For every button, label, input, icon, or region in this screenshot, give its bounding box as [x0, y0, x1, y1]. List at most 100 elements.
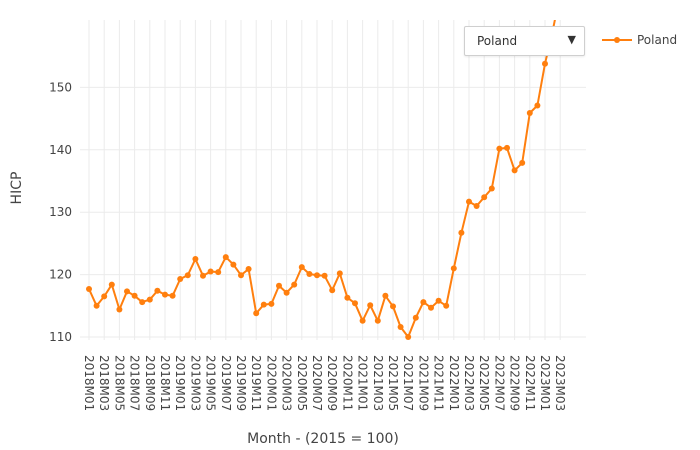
data-point[interactable]	[481, 194, 488, 201]
data-point[interactable]	[450, 265, 457, 272]
x-tick-label: 2021M11	[432, 355, 446, 411]
data-point[interactable]	[146, 296, 153, 303]
data-point[interactable]	[496, 145, 503, 152]
data-point[interactable]	[374, 317, 381, 324]
x-tick-label: 2018M11	[158, 355, 172, 411]
data-point[interactable]	[184, 272, 191, 279]
data-point[interactable]	[108, 281, 115, 288]
data-point[interactable]	[473, 203, 480, 209]
data-point[interactable]	[86, 286, 92, 292]
data-point[interactable]	[200, 272, 206, 279]
data-point[interactable]	[139, 299, 146, 306]
data-point[interactable]	[268, 300, 275, 307]
x-tick-label: 2019M09	[234, 355, 248, 411]
x-tick-label: 2022M11	[523, 355, 537, 411]
data-point[interactable]	[435, 297, 442, 304]
data-point[interactable]	[291, 281, 298, 288]
x-tick-labels: 2018M01 2018M03 2018M05 2018M07 2018M09 2018M…	[82, 355, 567, 411]
y-tick-labels: 110 120 130 140 150	[49, 80, 72, 344]
x-tick-label: 2023M03	[553, 355, 567, 411]
data-point[interactable]	[534, 102, 541, 109]
data-point[interactable]	[230, 261, 237, 268]
data-point[interactable]	[443, 302, 450, 309]
x-tick-label: 2019M11	[249, 355, 263, 411]
data-point[interactable]	[131, 292, 138, 299]
data-point[interactable]	[420, 299, 427, 306]
data-point[interactable]	[397, 324, 404, 330]
x-tick-label: 2022M05	[477, 355, 491, 411]
data-point[interactable]	[177, 276, 184, 282]
data-point[interactable]	[344, 294, 351, 301]
x-gridlines	[88, 20, 561, 340]
data-point[interactable]	[405, 334, 412, 340]
data-point[interactable]	[116, 306, 123, 313]
data-point[interactable]	[245, 266, 252, 272]
data-point[interactable]	[352, 300, 358, 307]
y-tick-label: 130	[49, 205, 72, 219]
legend-entry-poland: Poland	[637, 33, 677, 47]
y-tick-label: 120	[49, 268, 72, 282]
dropdown-selected-value: Poland	[477, 34, 518, 48]
x-tick-label: 2018M03	[97, 355, 111, 411]
y-tick-label: 150	[49, 80, 72, 94]
x-tick-label: 2022M09	[508, 355, 522, 411]
data-point[interactable]	[283, 289, 290, 296]
data-point[interactable]	[466, 198, 472, 205]
data-point[interactable]	[367, 302, 374, 309]
data-point[interactable]	[93, 302, 100, 309]
data-point[interactable]	[359, 317, 366, 324]
data-point[interactable]	[253, 310, 260, 317]
x-tick-label: 2020M05	[295, 355, 309, 411]
data-point[interactable]	[488, 185, 495, 192]
data-point[interactable]	[215, 269, 222, 276]
x-tick-label: 2020M03	[280, 355, 294, 411]
data-point[interactable]	[222, 254, 229, 261]
y-gridlines	[80, 86, 586, 338]
x-tick-label: 2018M09	[143, 355, 157, 411]
data-point[interactable]	[260, 301, 267, 308]
triangle-down-icon: ▼	[567, 33, 576, 46]
data-point[interactable]	[542, 60, 548, 67]
data-point[interactable]	[329, 287, 336, 294]
data-point[interactable]	[382, 292, 389, 299]
data-point[interactable]	[238, 272, 244, 279]
x-axis-title: Month - (2015 = 100)	[247, 431, 399, 447]
data-point[interactable]	[336, 270, 343, 277]
x-tick-label: 2019M07	[219, 355, 233, 411]
x-tick-label: 2021M01	[356, 355, 370, 411]
country-dropdown[interactable]: Poland ▼	[464, 26, 585, 56]
data-point[interactable]	[412, 314, 419, 321]
data-point[interactable]	[428, 304, 434, 311]
data-point[interactable]	[207, 268, 214, 275]
data-point[interactable]	[306, 271, 313, 277]
x-tick-label: 2019M05	[204, 355, 218, 411]
data-point[interactable]	[314, 272, 320, 279]
data-point[interactable]	[519, 159, 526, 166]
x-tick-label: 2022M07	[492, 355, 506, 411]
x-tick-label: 2018M05	[112, 355, 126, 411]
data-point[interactable]	[458, 229, 465, 236]
y-tick-label: 140	[49, 143, 72, 157]
x-tick-label: 2020M01	[264, 355, 278, 411]
x-tick-label: 2020M07	[310, 355, 324, 411]
data-point[interactable]	[321, 272, 328, 279]
data-point[interactable]	[154, 287, 161, 294]
x-tick-label: 2023M01	[538, 355, 552, 411]
data-point[interactable]	[192, 256, 199, 262]
data-point[interactable]	[169, 292, 176, 299]
data-point[interactable]	[162, 291, 168, 298]
data-point[interactable]	[390, 303, 396, 310]
data-point[interactable]	[276, 282, 282, 289]
data-point[interactable]	[504, 144, 510, 151]
x-tick-label: 2020M09	[325, 355, 339, 411]
data-point[interactable]	[511, 167, 518, 174]
x-tick-label: 2021M09	[416, 355, 430, 411]
legend[interactable]: Poland	[602, 33, 677, 47]
data-point[interactable]	[526, 110, 533, 116]
data-point[interactable]	[124, 288, 130, 295]
data-point[interactable]	[298, 264, 305, 271]
x-tick-label: 2018M01	[82, 355, 96, 411]
data-point[interactable]	[101, 293, 108, 300]
